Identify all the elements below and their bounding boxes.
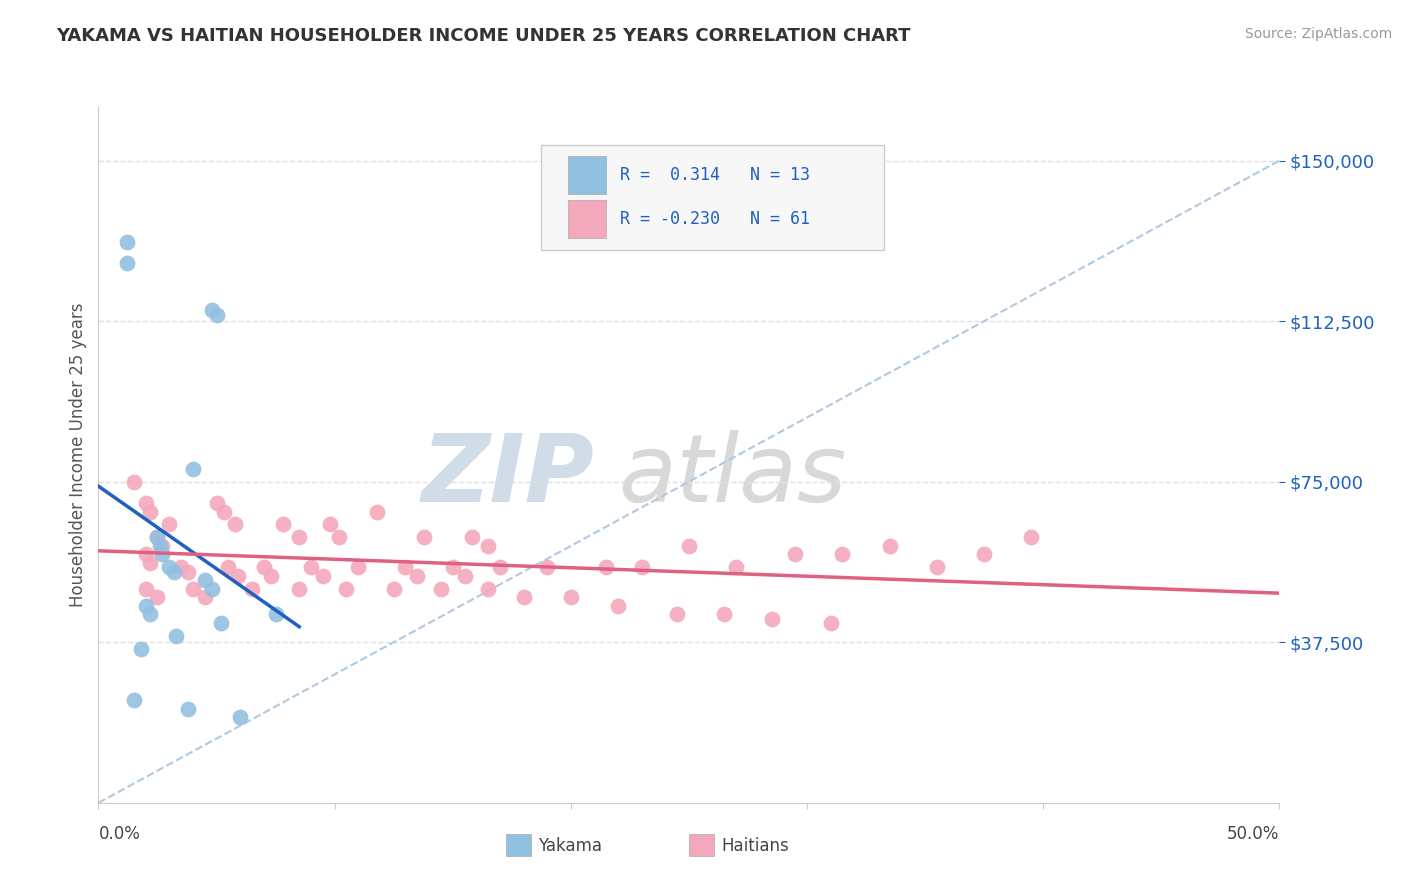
Point xyxy=(135,496,157,510)
Text: atlas: atlas xyxy=(619,430,846,521)
Text: Haitians: Haitians xyxy=(721,837,789,855)
Point xyxy=(725,560,748,574)
Bar xyxy=(568,156,606,194)
Text: YAKAMA VS HAITIAN HOUSEHOLDER INCOME UNDER 25 YEARS CORRELATION CHART: YAKAMA VS HAITIAN HOUSEHOLDER INCOME UND… xyxy=(56,27,911,45)
Point xyxy=(312,569,335,583)
Point xyxy=(240,582,263,596)
Text: 50.0%: 50.0% xyxy=(1227,825,1279,843)
Point xyxy=(201,303,224,318)
Text: Yakama: Yakama xyxy=(538,837,603,855)
Point xyxy=(205,308,228,322)
Point xyxy=(288,530,311,544)
Point xyxy=(209,615,232,630)
Text: R = -0.230   N = 61: R = -0.230 N = 61 xyxy=(620,210,810,227)
Point xyxy=(536,560,558,574)
FancyBboxPatch shape xyxy=(541,145,884,250)
Point xyxy=(560,591,582,605)
Point xyxy=(925,560,948,574)
Point xyxy=(229,710,252,724)
Point xyxy=(224,517,246,532)
Point xyxy=(1021,530,1043,544)
Point xyxy=(413,530,436,544)
Point xyxy=(299,560,322,574)
Point xyxy=(512,591,534,605)
Point xyxy=(477,539,499,553)
Point xyxy=(194,591,217,605)
Point xyxy=(666,607,689,622)
Text: 0.0%: 0.0% xyxy=(98,825,141,843)
Point xyxy=(226,569,249,583)
Point xyxy=(149,539,172,553)
Y-axis label: Householder Income Under 25 years: Householder Income Under 25 years xyxy=(69,302,87,607)
Point xyxy=(607,599,630,613)
Text: ZIP: ZIP xyxy=(422,430,595,522)
Point xyxy=(163,565,186,579)
Point xyxy=(366,505,388,519)
Point xyxy=(441,560,464,574)
Point xyxy=(785,548,807,562)
Point xyxy=(135,582,157,596)
Point xyxy=(271,517,294,532)
Point xyxy=(217,560,239,574)
Point xyxy=(477,582,499,596)
Point xyxy=(135,548,157,562)
Point xyxy=(460,530,482,544)
Text: R =  0.314   N = 13: R = 0.314 N = 13 xyxy=(620,166,810,184)
Point xyxy=(146,591,169,605)
Text: Source: ZipAtlas.com: Source: ZipAtlas.com xyxy=(1244,27,1392,41)
Point xyxy=(139,505,162,519)
Point xyxy=(115,235,138,249)
Point xyxy=(165,629,187,643)
Point xyxy=(212,505,235,519)
Point xyxy=(135,599,157,613)
Point xyxy=(820,615,842,630)
Point xyxy=(430,582,453,596)
Point xyxy=(347,560,370,574)
Point xyxy=(394,560,416,574)
Point xyxy=(453,569,475,583)
Point xyxy=(406,569,429,583)
Point xyxy=(319,517,342,532)
Point xyxy=(879,539,901,553)
Point xyxy=(139,556,162,570)
Point xyxy=(595,560,617,574)
Point xyxy=(713,607,735,622)
Point xyxy=(177,701,200,715)
Point xyxy=(489,560,512,574)
Point xyxy=(181,462,204,476)
Point xyxy=(630,560,652,574)
Point xyxy=(181,582,204,596)
Point xyxy=(139,607,162,622)
Point xyxy=(170,560,193,574)
Point xyxy=(264,607,287,622)
Point xyxy=(328,530,350,544)
Point xyxy=(129,641,152,656)
Point xyxy=(831,548,853,562)
Point xyxy=(122,475,145,489)
Point xyxy=(115,256,138,270)
Point xyxy=(382,582,405,596)
Point xyxy=(194,573,217,587)
Point xyxy=(335,582,357,596)
Point xyxy=(201,582,224,596)
Point xyxy=(177,565,200,579)
Point xyxy=(157,560,180,574)
Point xyxy=(146,530,169,544)
Point xyxy=(678,539,700,553)
Point xyxy=(205,496,228,510)
Point xyxy=(973,548,995,562)
Point xyxy=(122,693,145,707)
Bar xyxy=(568,200,606,238)
Point xyxy=(260,569,283,583)
Point xyxy=(146,530,169,544)
Point xyxy=(288,582,311,596)
Point xyxy=(150,539,173,553)
Point xyxy=(157,517,180,532)
Point xyxy=(761,612,783,626)
Point xyxy=(253,560,276,574)
Point xyxy=(150,548,173,562)
